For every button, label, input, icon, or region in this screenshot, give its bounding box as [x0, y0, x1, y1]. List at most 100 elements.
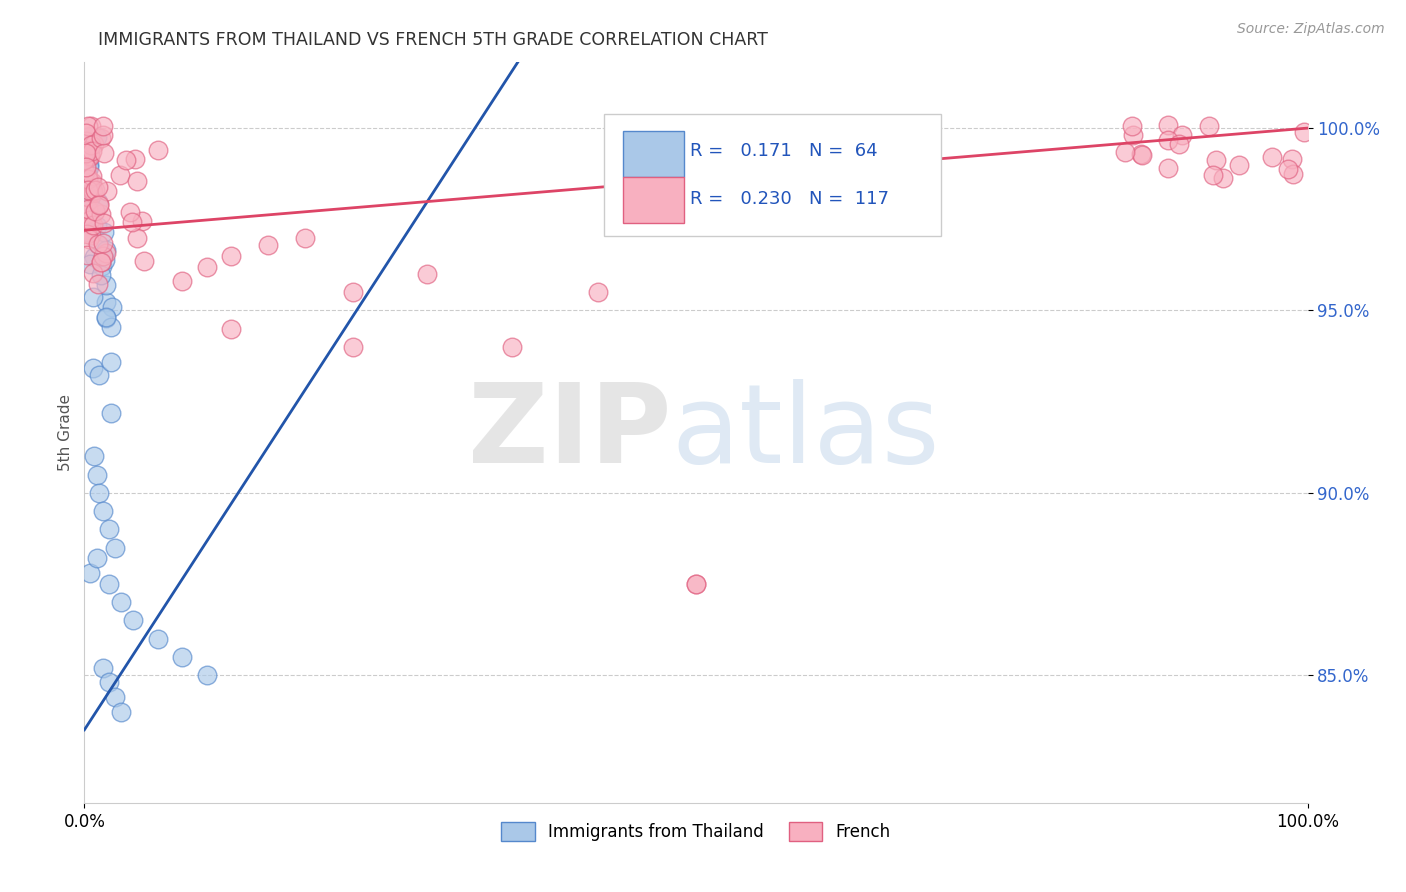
Point — [100, 355, 122, 369]
Point — [91, 236, 114, 251]
Point — [104, 541, 127, 555]
Point — [96, 277, 118, 292]
Point — [82, 169, 104, 184]
Point — [83, 250, 105, 264]
Point — [82, 186, 104, 201]
Point — [1157, 161, 1180, 175]
Point — [83, 450, 105, 464]
Point — [76, 182, 98, 196]
Point — [75, 134, 97, 148]
Point — [90, 259, 112, 273]
Point — [1168, 136, 1191, 151]
Point — [75, 145, 97, 160]
Point — [76, 248, 98, 262]
Point — [86, 467, 108, 482]
Point — [96, 295, 118, 310]
Point — [110, 595, 132, 609]
Point — [77, 157, 100, 171]
Point — [87, 485, 110, 500]
Point — [1212, 170, 1234, 185]
Point — [96, 243, 118, 257]
FancyBboxPatch shape — [605, 114, 941, 236]
Point — [79, 129, 101, 144]
Point — [76, 165, 98, 179]
Point — [79, 150, 101, 164]
Point — [146, 632, 169, 646]
Point — [104, 690, 127, 704]
Point — [1170, 128, 1192, 143]
Point — [1205, 153, 1227, 168]
Point — [94, 253, 117, 268]
Point — [75, 166, 97, 180]
Point — [294, 230, 316, 244]
Point — [1261, 150, 1284, 164]
Point — [82, 266, 104, 280]
Point — [87, 194, 110, 209]
Point — [80, 138, 103, 153]
Point — [1292, 125, 1315, 139]
Point — [82, 218, 104, 232]
Point — [146, 144, 169, 158]
Point — [195, 260, 218, 274]
Point — [77, 169, 100, 184]
Point — [83, 136, 105, 151]
Point — [75, 177, 97, 191]
Point — [89, 238, 111, 252]
Point — [219, 321, 242, 335]
Point — [76, 130, 98, 145]
Point — [79, 147, 101, 161]
Point — [94, 246, 117, 260]
Point — [124, 153, 146, 167]
Point — [76, 227, 98, 241]
Point — [110, 705, 132, 719]
Point — [79, 232, 101, 246]
Point — [416, 267, 439, 281]
Point — [91, 120, 114, 134]
Point — [86, 551, 108, 566]
Point — [91, 249, 114, 263]
Point — [1122, 128, 1144, 143]
Point — [80, 219, 103, 233]
Text: IMMIGRANTS FROM THAILAND VS FRENCH 5TH GRADE CORRELATION CHART: IMMIGRANTS FROM THAILAND VS FRENCH 5TH G… — [98, 31, 768, 49]
Point — [75, 126, 97, 140]
Text: R =   0.230   N =  117: R = 0.230 N = 117 — [690, 190, 889, 209]
Point — [87, 197, 110, 211]
Point — [77, 148, 100, 162]
Point — [1129, 147, 1152, 161]
Point — [93, 225, 115, 239]
Point — [342, 285, 364, 300]
Point — [172, 274, 194, 288]
Point — [79, 257, 101, 271]
Point — [1114, 145, 1136, 159]
Point — [87, 277, 110, 291]
Point — [586, 285, 609, 300]
Point — [91, 661, 114, 675]
Point — [79, 191, 101, 205]
Point — [90, 254, 112, 268]
Point — [77, 183, 100, 197]
Point — [76, 202, 98, 217]
Point — [75, 165, 97, 179]
Point — [87, 180, 110, 194]
Text: ZIP: ZIP — [468, 379, 672, 486]
Point — [1156, 118, 1178, 132]
Point — [77, 174, 100, 188]
Point — [125, 231, 148, 245]
Point — [122, 614, 145, 628]
Point — [79, 141, 101, 155]
Point — [82, 290, 104, 304]
Point — [100, 407, 122, 421]
Point — [73, 153, 96, 167]
Point — [76, 190, 98, 204]
Point — [97, 675, 120, 690]
Point — [75, 148, 97, 162]
Point — [1130, 148, 1153, 162]
Point — [80, 144, 103, 158]
Point — [80, 175, 103, 189]
Point — [76, 171, 98, 186]
Point — [685, 577, 707, 591]
Point — [94, 311, 117, 326]
Point — [1281, 167, 1303, 181]
Point — [75, 175, 97, 189]
Point — [75, 153, 97, 167]
